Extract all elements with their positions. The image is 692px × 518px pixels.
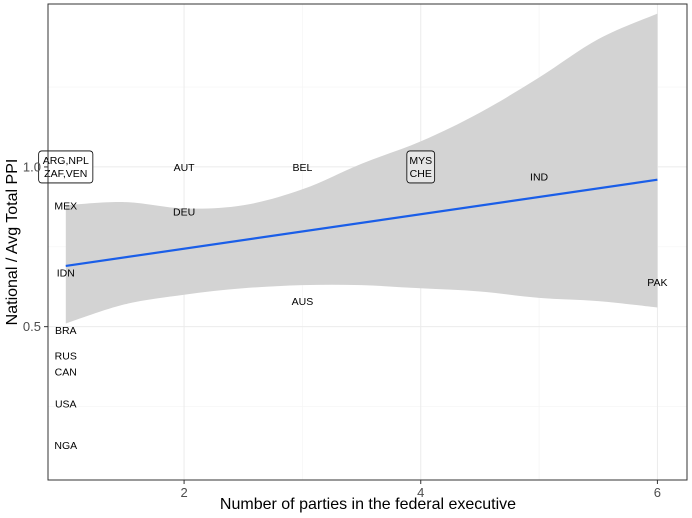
plot-border	[47, 3, 688, 481]
point-label-deu: DEU	[173, 207, 195, 219]
point-label-usa: USA	[55, 398, 77, 410]
point-label-aus: AUS	[292, 296, 314, 308]
label-box-text: MYS	[409, 155, 432, 167]
x-tick-label: 4	[417, 485, 424, 500]
label-box-text: CHE	[410, 168, 432, 180]
point-label-ind: IND	[530, 172, 549, 184]
label-box-text: ARG,NPL	[43, 155, 89, 167]
y-axis-title: National / Avg Total PPI	[4, 159, 21, 326]
label-box-frame	[38, 150, 94, 184]
point-label-bel: BEL	[292, 162, 312, 174]
point-label-pak: PAK	[647, 277, 667, 289]
y-tick-label: 0.5	[23, 319, 41, 334]
x-axis-title: Number of parties in the federal executi…	[220, 496, 516, 513]
point-label-mex: MEX	[54, 200, 77, 212]
x-tick-label: 6	[654, 485, 661, 500]
fit-line	[65, 178, 658, 268]
point-label-idn: IDN	[57, 267, 75, 279]
confidence-band	[65, 13, 658, 324]
point-label-aut: AUT	[174, 162, 196, 174]
y-tick-label: 1.0	[23, 159, 41, 174]
y-axis-ticks: 0.5 1.0	[23, 159, 48, 334]
x-axis-ticks: 2 4 6	[180, 480, 661, 500]
point-label-bra: BRA	[55, 325, 77, 337]
label-box-text: ZAF,VEN	[44, 168, 87, 180]
point-label-nga: NGA	[54, 440, 77, 452]
point-labels: MEX IDN BRA RUS CAN USA NGA AUT DEU BEL AUS IND PAK	[54, 162, 667, 452]
point-label-rus: RUS	[55, 350, 77, 362]
point-label-can: CAN	[55, 366, 77, 378]
x-tick-label: 2	[180, 485, 187, 500]
label-box-frame	[406, 150, 436, 184]
